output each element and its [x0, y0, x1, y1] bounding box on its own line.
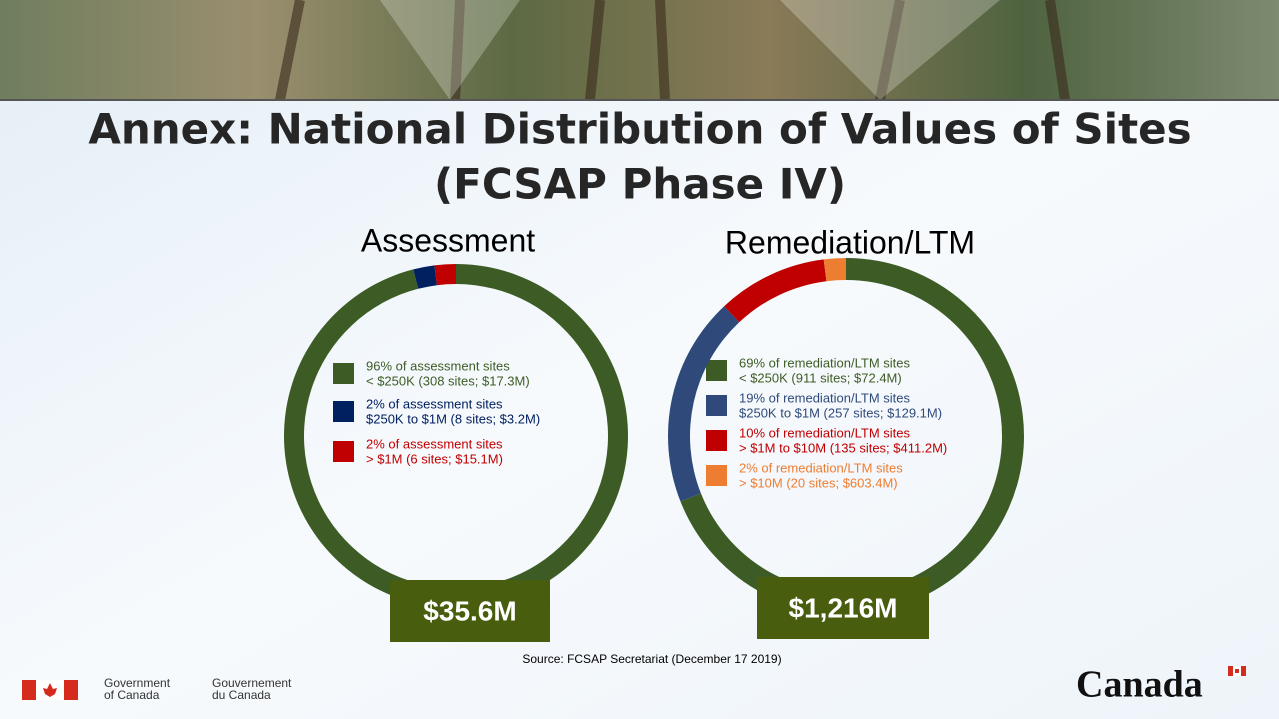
gov-fr: du Canada [212, 688, 271, 702]
wordmark-flag [1228, 666, 1246, 676]
donut-slice [413, 265, 437, 289]
donut-slice [668, 306, 740, 502]
legend-detail: $250K to $1M (8 sites; $3.2M) [366, 411, 540, 426]
legend-label: 69% of remediation/LTM sites [739, 355, 910, 370]
legend-detail: < $250K (911 sites; $72.4M) [739, 370, 902, 385]
slide-title: Annex: National Distribution of Values o… [88, 105, 1191, 154]
source: Source: FCSAP Secretariat (December 17 2… [522, 652, 781, 666]
donut-slice [434, 264, 456, 286]
trees [275, 0, 1070, 101]
legend-detail: > $1M (6 sites; $15.1M) [366, 451, 503, 466]
chart-title: Assessment [361, 222, 535, 258]
total-value: $1,216M [789, 592, 898, 623]
gov-fr: Gouvernement [212, 676, 292, 690]
legend-detail: > $1M to $10M (135 sites; $411.2M) [739, 440, 947, 455]
slide-subtitle: (FCSAP Phase IV) [434, 160, 846, 209]
legend-detail: > $10M (20 sites; $603.4M) [739, 475, 898, 490]
legend-label: 19% of remediation/LTM sites [739, 390, 910, 405]
donut-slice [724, 259, 827, 323]
legend-detail: < $250K (308 sites; $17.3M) [366, 373, 530, 388]
header-shape [780, 0, 1000, 100]
legend-label: 2% of remediation/LTM sites [739, 460, 903, 475]
legend-swatch [706, 395, 727, 416]
legend-swatch [333, 441, 354, 462]
canada-wordmark: Canada [1076, 664, 1203, 706]
legend-label: 2% of assessment sites [366, 396, 503, 411]
legend-swatch [706, 465, 727, 486]
legend-swatch [706, 360, 727, 381]
total-box [390, 580, 550, 642]
total-value: $35.6M [423, 595, 516, 626]
gov-en: Government [104, 676, 171, 690]
header-shape [380, 0, 520, 100]
legend-detail: $250K to $1M (257 sites; $129.1M) [739, 405, 942, 420]
gov-en: of Canada [104, 688, 160, 702]
donut-slice [823, 258, 846, 282]
legend-swatch [333, 401, 354, 422]
header-image [0, 0, 1279, 100]
legend-swatch [333, 363, 354, 384]
gov-flag [22, 680, 78, 700]
chart-title: Remediation/LTM [725, 224, 975, 260]
total-box [757, 577, 929, 639]
legend-label: 2% of assessment sites [366, 436, 503, 451]
legend-label: 96% of assessment sites [366, 358, 510, 373]
legend-label: 10% of remediation/LTM sites [739, 425, 910, 440]
legend-swatch [706, 430, 727, 451]
